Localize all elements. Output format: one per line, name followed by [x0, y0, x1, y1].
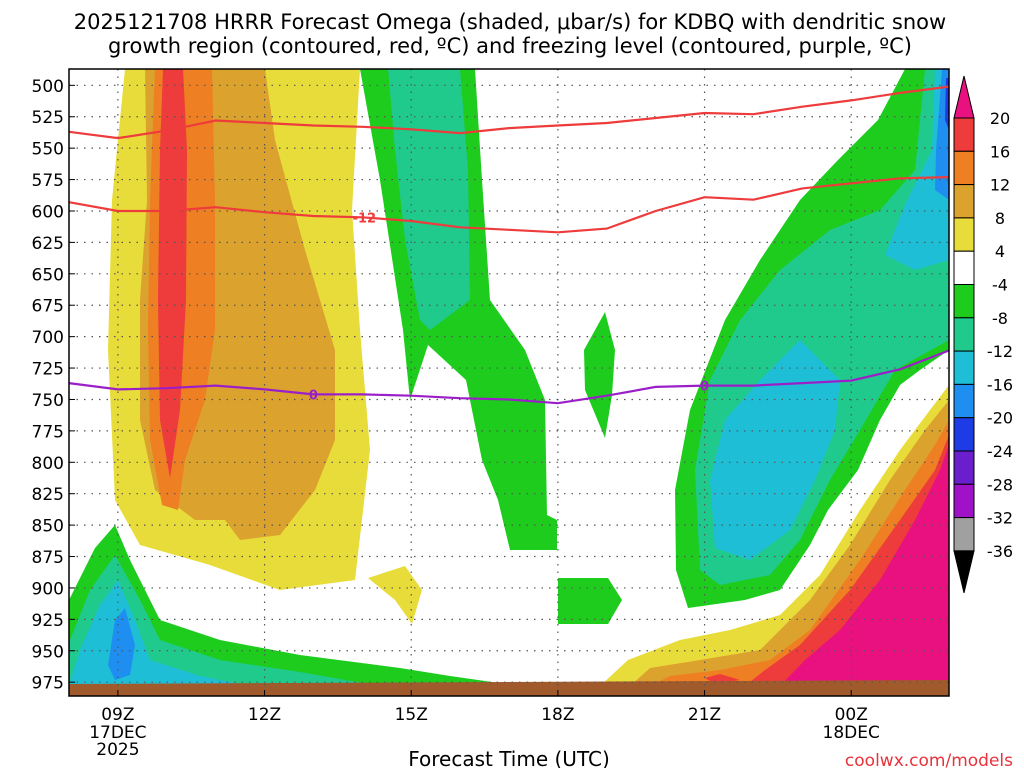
omega-fill-neg16to20-sw: [108, 608, 135, 680]
colorbar-tick-label: -32: [987, 509, 1013, 528]
y-tick-label: 550: [32, 140, 64, 160]
colorbar-bin: [953, 284, 975, 319]
y-tick-label: 625: [32, 234, 64, 254]
y-tick-label: 675: [32, 297, 64, 317]
colorbar-bin: [953, 184, 975, 219]
colorbar-tick-label: -36: [987, 542, 1013, 561]
colorbar-bin: [953, 517, 975, 552]
omega-fill-neg20to24-east: [945, 78, 949, 130]
y-tick-label: 500: [32, 77, 64, 97]
colorbar-bin: [953, 383, 975, 419]
omega-fill-small-green-1: [584, 312, 615, 438]
omega-fill-over20-east: [780, 445, 949, 686]
y-tick-label: 750: [32, 391, 64, 411]
y-axis: 500 525 550 575 600 625 650 675 700 725 750 775 800 8…: [32, 77, 75, 694]
colorbar-bin: [953, 117, 975, 152]
colorbar-tick-label: -12: [987, 342, 1013, 361]
colorbar-bin: [953, 417, 975, 452]
terrain-strip: [69, 680, 949, 696]
x-year-label: 2025: [96, 740, 139, 760]
colorbar-tick-label: -16: [987, 375, 1013, 394]
omega-fill-neg12to16-east: [710, 69, 949, 560]
colorbar-tick-label: 20: [990, 109, 1010, 128]
omega-fill-neg8to12-central: [388, 69, 470, 330]
colorbar-tick-label: -8: [992, 309, 1008, 328]
colorbar-bin: [953, 150, 975, 186]
y-tick-label: 600: [32, 202, 64, 222]
x-tick-label: 00Z: [835, 705, 868, 725]
colorbar-tick-label: -20: [987, 409, 1013, 428]
y-tick-label: 575: [32, 171, 64, 191]
contour-label: 0: [309, 388, 318, 403]
colorbar-tick-label: 16: [990, 142, 1010, 161]
colorbar-bin: [953, 450, 975, 485]
colorbar-tick-label: -4: [992, 276, 1008, 295]
omega-fill-small-yellow: [368, 566, 422, 624]
x-tick-label: 12Z: [248, 705, 281, 725]
y-tick-label: 775: [32, 422, 64, 442]
colorbar-bin: [953, 317, 975, 352]
y-tick-label: 825: [32, 485, 64, 505]
plot-frame: [68, 68, 950, 697]
y-tick-label: 900: [32, 579, 64, 599]
y-tick-label: 525: [32, 108, 64, 128]
contour-line: [68, 349, 950, 405]
colorbar-bin: [953, 250, 975, 285]
colorbar-tick-label: 12: [990, 176, 1010, 195]
y-tick-label: 950: [32, 642, 64, 662]
y-tick-label: 975: [32, 674, 64, 694]
x-tick-label: 09Z: [101, 705, 134, 725]
y-tick-label: 725: [32, 360, 64, 380]
chart-title-line2: growth region (contoured, red, ºC) and f…: [108, 34, 912, 58]
y-tick-label: 700: [32, 328, 64, 348]
y-tick-label: 875: [32, 548, 64, 568]
colorbar-under-triangle: [953, 550, 975, 594]
omega-shading: [69, 69, 949, 696]
omega-fill-16to20: [158, 69, 187, 478]
colorbar-bin: [953, 483, 975, 519]
x-tick-label: 21Z: [688, 705, 721, 725]
colorbar-tick-label: 4: [995, 242, 1005, 261]
colorbar-tick-label: -24: [987, 442, 1013, 461]
x-tick-label: 15Z: [395, 705, 428, 725]
omega-fill-neg4to8-sw: [69, 525, 520, 686]
x-date-label: 17DEC: [89, 723, 146, 743]
colorbar-bin: [953, 217, 975, 252]
chart-title-line1: 2025121708 HRRR Forecast Omega (shaded, …: [74, 10, 946, 34]
colorbar-tick-label: -28: [987, 475, 1013, 494]
contour-line: [68, 85, 950, 140]
colorbar-bin: [953, 350, 975, 385]
y-tick-label: 800: [32, 454, 64, 474]
temperature-contours: -12 0 0: [68, 85, 950, 405]
x-axis-label: Forecast Time (UTC): [408, 747, 610, 768]
omega-fill-small-green-2: [558, 578, 622, 624]
x-tick-label: 18Z: [541, 705, 574, 725]
colorbar: 20 16 12 8 4 -4 -8 -12 -16 -20 -24 -28 -32 -36: [953, 75, 1013, 594]
x-date-label: 18DEC: [823, 723, 880, 743]
y-tick-label: 850: [32, 517, 64, 537]
contour-label: 0: [700, 380, 709, 395]
y-tick-label: 925: [32, 611, 64, 631]
colorbar-tick-label: 8: [995, 209, 1005, 228]
credit-text: coolwx.com/models: [845, 751, 1013, 768]
y-tick-label: 650: [32, 265, 64, 285]
contour-label: -12: [353, 211, 377, 226]
contour-line: [68, 176, 950, 234]
